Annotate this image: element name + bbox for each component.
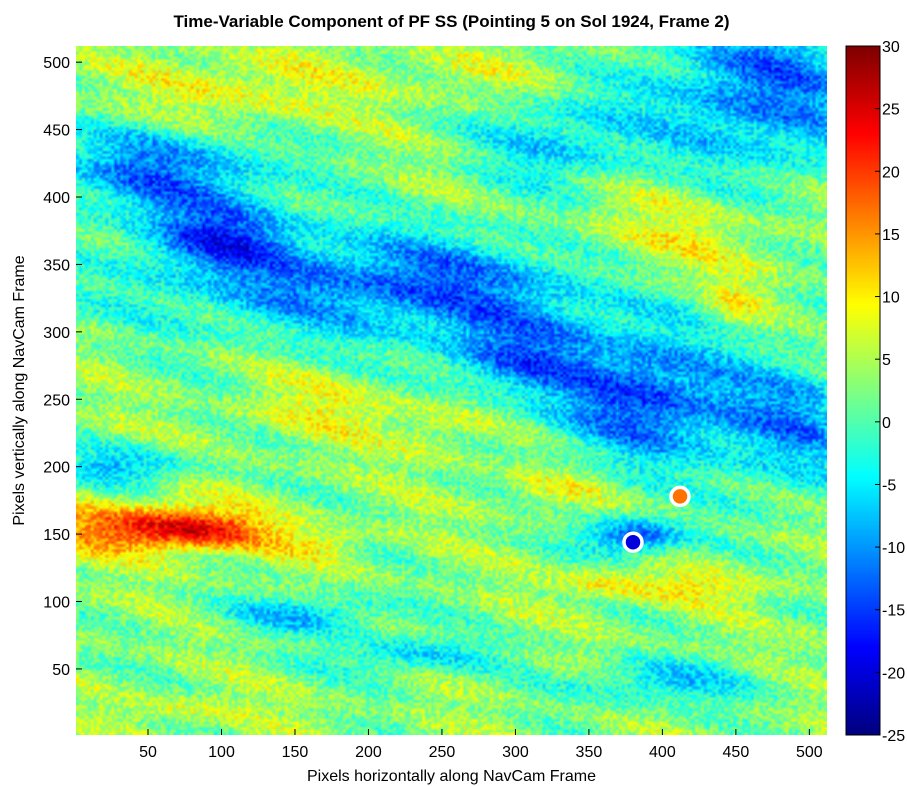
y-tick-label: 150 — [43, 527, 70, 544]
x-tick-label: 50 — [139, 744, 157, 761]
x-tick-label: 450 — [723, 744, 750, 761]
x-tick-label: 350 — [576, 744, 603, 761]
y-tick-label: 200 — [43, 460, 70, 477]
colorbar-tick-label: 25 — [882, 102, 900, 119]
chart-title: Time-Variable Component of PF SS (Pointi… — [173, 12, 729, 31]
colorbar-tick-label: -25 — [882, 728, 905, 745]
y-tick-label: 500 — [43, 55, 70, 72]
y-tick-label: 400 — [43, 190, 70, 207]
y-tick-label: 100 — [43, 595, 70, 612]
y-tick-label: 300 — [43, 325, 70, 342]
colorbar-tick-label: -20 — [882, 665, 905, 682]
markers-layer — [622, 485, 691, 553]
x-axis-label: Pixels horizontally along NavCam Frame — [307, 768, 596, 785]
x-tick-label: 300 — [502, 744, 529, 761]
x-tick-label: 250 — [429, 744, 456, 761]
circle-marker-2 — [622, 531, 644, 553]
y-tick-label: 450 — [43, 123, 70, 140]
y-tick-label: 50 — [52, 662, 70, 679]
colorbar-tick-label: 0 — [882, 415, 891, 432]
colorbar-ticks: -25 -20 -15 -10 -5 0 5 10 15 20 25 30 — [875, 39, 905, 745]
x-tick-label: 100 — [208, 744, 235, 761]
colorbar-tick-label: 20 — [882, 164, 900, 181]
colorbar-tick-label: 5 — [882, 352, 891, 369]
colorbar-tick-label: -10 — [882, 540, 905, 557]
x-tick-label: 200 — [355, 744, 382, 761]
x-axis: 50 100 150 200 250 300 350 400 450 500 — [139, 729, 823, 761]
circle-marker-1 — [669, 485, 691, 508]
y-tick-label: 250 — [43, 392, 70, 409]
colorbar-tick-label: 15 — [882, 227, 900, 244]
colorbar-tick-label: -5 — [882, 477, 896, 494]
y-tick-label: 350 — [43, 257, 70, 274]
heatmap-image — [76, 46, 827, 735]
colorbar-frame — [845, 45, 881, 736]
colorbar-gradient — [846, 46, 880, 735]
x-tick-label: 500 — [796, 744, 823, 761]
y-axis-label: Pixels vertically along NavCam Frame — [11, 255, 28, 525]
colorbar-tick-label: 30 — [882, 39, 900, 56]
y-axis: 50 100 150 200 250 300 350 400 450 500 — [43, 55, 82, 679]
colorbar-tick-label: -15 — [882, 603, 905, 620]
x-tick-label: 150 — [282, 744, 309, 761]
x-tick-label: 400 — [649, 744, 676, 761]
colorbar-tick-label: 10 — [882, 290, 900, 307]
